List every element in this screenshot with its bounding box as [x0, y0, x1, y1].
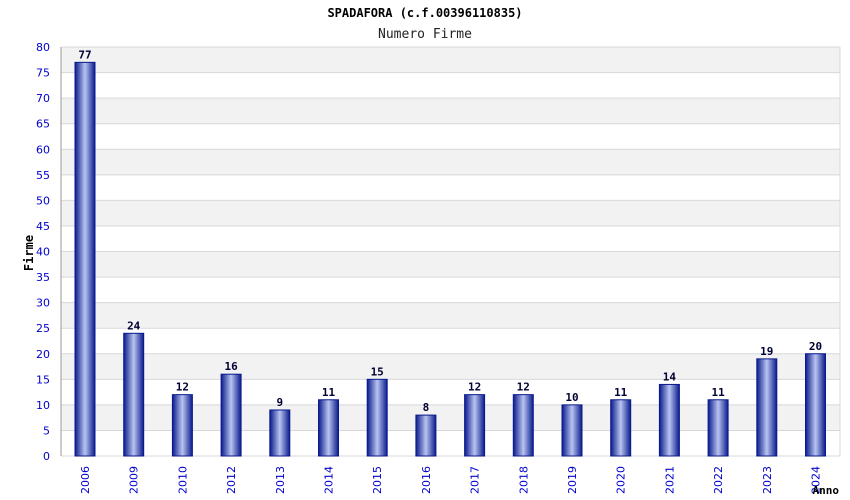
- y-tick-label: 75: [36, 67, 50, 80]
- plot-band: [61, 328, 840, 354]
- y-tick-label: 40: [36, 246, 50, 259]
- bar-2021: [658, 383, 680, 457]
- bar-2022: [707, 399, 729, 457]
- x-tick-label-2020: 2020: [615, 466, 628, 494]
- y-tick-label: 35: [36, 271, 50, 284]
- data-label-2014: 11: [322, 386, 336, 399]
- y-axis-label: Firme: [22, 235, 36, 271]
- plot-band: [61, 200, 840, 226]
- data-label-2019: 10: [565, 391, 578, 404]
- bar-series: 77 24 12 16 9 11 15 8 12 12 10 11 14 11 19 20: [74, 48, 826, 457]
- y-axis: 0 5 10 15 20 25 30 35 40 45 50 55 60 65 70 75 80: [36, 41, 50, 463]
- chart-title: SPADAFORA (c.f.00396110835): [327, 6, 522, 20]
- y-tick-label: 30: [36, 297, 50, 310]
- data-label-2010: 12: [176, 381, 189, 394]
- y-tick-label: 45: [36, 220, 50, 233]
- x-tick-label-2016: 2016: [420, 466, 433, 494]
- plot-band: [61, 302, 840, 329]
- data-label-2018: 12: [517, 381, 530, 394]
- plot-band: [61, 98, 840, 124]
- plot-band: [61, 251, 840, 278]
- bar-2015: [366, 378, 388, 457]
- x-tick-label-2015: 2015: [371, 466, 384, 494]
- bar-2009: [123, 332, 145, 457]
- y-tick-label: 25: [36, 322, 50, 335]
- bar-2016: [415, 414, 437, 457]
- plot-band: [61, 72, 840, 99]
- data-label-2009: 24: [127, 319, 141, 332]
- bar-2017: [464, 394, 486, 457]
- data-label-2016: 8: [423, 401, 430, 414]
- plot-band: [61, 174, 840, 201]
- x-tick-label-2024: 2024: [810, 466, 823, 494]
- y-tick-label: 60: [36, 143, 50, 156]
- x-tick-label-2009: 2009: [128, 466, 141, 494]
- bar-2010: [171, 394, 193, 457]
- y-tick-label: 0: [43, 450, 50, 463]
- x-tick-label-2023: 2023: [761, 466, 774, 494]
- y-tick-label: 70: [36, 92, 50, 105]
- x-axis-label: Anno: [813, 484, 840, 497]
- bar-2014: [318, 399, 339, 457]
- y-tick-label: 15: [36, 373, 50, 386]
- bar-2018: [512, 394, 534, 457]
- data-label-2023: 19: [760, 345, 773, 358]
- bar-2006: [74, 61, 96, 457]
- plot-band: [61, 149, 840, 175]
- x-tick-label-2019: 2019: [566, 466, 579, 494]
- x-tick-label-2022: 2022: [712, 466, 725, 494]
- x-tick-label-2021: 2021: [663, 466, 676, 494]
- x-tick-label-2013: 2013: [274, 466, 287, 494]
- y-tick-label: 10: [36, 399, 50, 412]
- data-label-2013: 9: [276, 396, 283, 409]
- x-tick-label-2010: 2010: [176, 466, 189, 494]
- plot-band: [61, 277, 840, 303]
- data-label-2017: 12: [468, 381, 481, 394]
- bar-2023: [756, 358, 778, 457]
- data-label-2006: 77: [78, 48, 91, 61]
- y-tick-label: 20: [36, 348, 50, 361]
- data-label-2015: 15: [371, 365, 384, 378]
- y-tick-label: 5: [43, 424, 50, 437]
- plot-band: [61, 123, 840, 150]
- y-tick-label: 55: [36, 169, 50, 182]
- x-tick-label-2018: 2018: [517, 466, 530, 494]
- x-tick-label-2012: 2012: [225, 466, 238, 494]
- plot-band: [61, 47, 840, 73]
- x-tick-label-2014: 2014: [323, 466, 336, 494]
- data-label-2012: 16: [224, 360, 238, 373]
- bar-2020: [610, 399, 632, 457]
- data-label-2022: 11: [711, 386, 725, 399]
- chart-subtitle: Numero Firme: [378, 27, 472, 42]
- data-label-2024: 20: [809, 340, 822, 353]
- x-tick-label-2006: 2006: [79, 466, 92, 494]
- plot-band: [61, 225, 840, 252]
- bar-2024: [805, 353, 826, 457]
- bar-2013: [269, 409, 291, 457]
- data-label-2021: 14: [663, 370, 677, 383]
- x-tick-label-2017: 2017: [469, 466, 482, 494]
- y-tick-label: 80: [36, 41, 50, 54]
- plot-band: [61, 353, 840, 380]
- data-label-2020: 11: [614, 386, 628, 399]
- bar-2019: [561, 404, 583, 457]
- bar-2012: [220, 373, 242, 457]
- y-tick-label: 65: [36, 118, 50, 131]
- x-axis: 2006 2009 2010 2012 2013 2014 2015 2016 2017 2018…: [79, 466, 823, 494]
- y-tick-label: 50: [36, 194, 50, 207]
